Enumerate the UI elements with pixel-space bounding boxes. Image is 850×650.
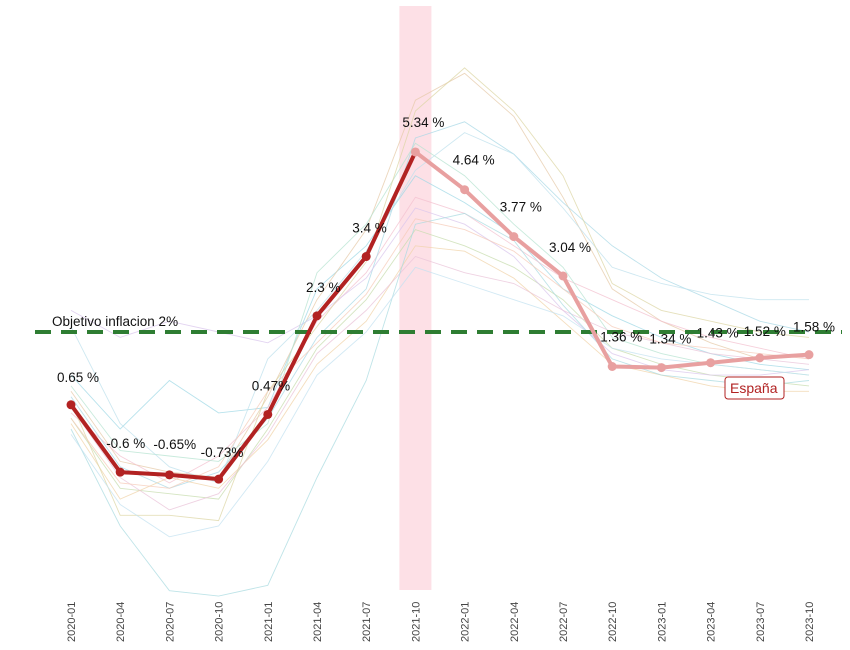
background-series-line-4 [70,229,810,500]
background-series-line-13 [70,266,810,538]
x-tick-label: 2021-04 [312,602,324,642]
spain-point-label: 3.77 % [500,200,542,215]
spain-point [509,232,519,242]
spain-point-label: 1.58 % [793,320,835,335]
highlight-band [399,6,432,590]
spain-point-label: 0.47% [252,378,290,393]
country-label-box [724,376,785,400]
goal-line-label: Objetivo inflacion 2% [52,314,178,329]
spain-point [706,358,716,368]
background-series-line-9 [70,132,809,484]
x-tick-label: 2021-10 [410,602,422,642]
x-tick-label: 2023-10 [804,602,816,642]
spain-point-label: -0.65% [153,437,196,452]
background-series-line-6 [70,207,810,376]
spain-point [410,147,420,157]
spain-point-label: 1.34 % [649,332,691,347]
x-tick-label: 2022-04 [509,602,521,642]
spain-point [214,474,224,484]
spain-point-label: 2.3 % [306,280,341,295]
background-series-line-10 [70,255,810,511]
background-series-line-1 [70,175,810,430]
x-tick-label: 2021-07 [361,602,373,642]
x-tick-label: 2020-04 [115,602,127,642]
spain-point [263,409,273,419]
spain-point [361,252,371,262]
spain-point [115,467,125,477]
spain-point-label: 3.04 % [549,240,591,255]
x-tick-label: 2020-01 [66,602,78,642]
spain-point-label: 1.52 % [744,324,786,339]
spain-point-label: 4.64 % [453,153,495,168]
spain-point [66,400,76,410]
spain-point-label: 0.65 % [57,370,99,385]
background-series-line-8 [70,142,810,462]
background-series-line-3 [70,196,810,484]
x-tick-label: 2023-04 [706,602,718,642]
background-series-line-5 [70,121,810,489]
x-tick-label: 2022-10 [607,602,619,642]
spain-point [656,363,666,373]
spain-point [558,271,568,281]
x-tick-label: 2022-01 [460,602,472,642]
spain-line-bridge [364,151,418,258]
spain-point-label: -0.6 % [106,436,145,451]
spain-point [460,185,470,195]
x-tick-label: 2023-01 [656,602,668,642]
spain-point [164,470,174,480]
country-label: España [730,380,778,396]
x-tick-label: 2021-01 [263,602,275,642]
spain-point-label: 1.43 % [697,326,739,341]
x-tick-label: 2020-07 [164,602,176,642]
spain-point [804,350,814,360]
x-tick-label: 2023-07 [755,602,767,642]
spain-point-label: -0.73% [201,445,244,460]
spain-point [755,353,765,363]
background-series-line-7 [70,245,809,500]
spain-point-label: 5.34 % [402,115,444,130]
spain-point [312,311,322,321]
background-series-line-12 [70,67,810,522]
spain-point [607,361,617,371]
background-series-line-11 [70,212,810,597]
spain-point-label: 1.36 % [600,329,642,344]
x-tick-label: 2020-10 [214,602,226,642]
spain-point-label: 3.4 % [352,221,387,236]
x-tick-label: 2022-07 [558,602,570,642]
